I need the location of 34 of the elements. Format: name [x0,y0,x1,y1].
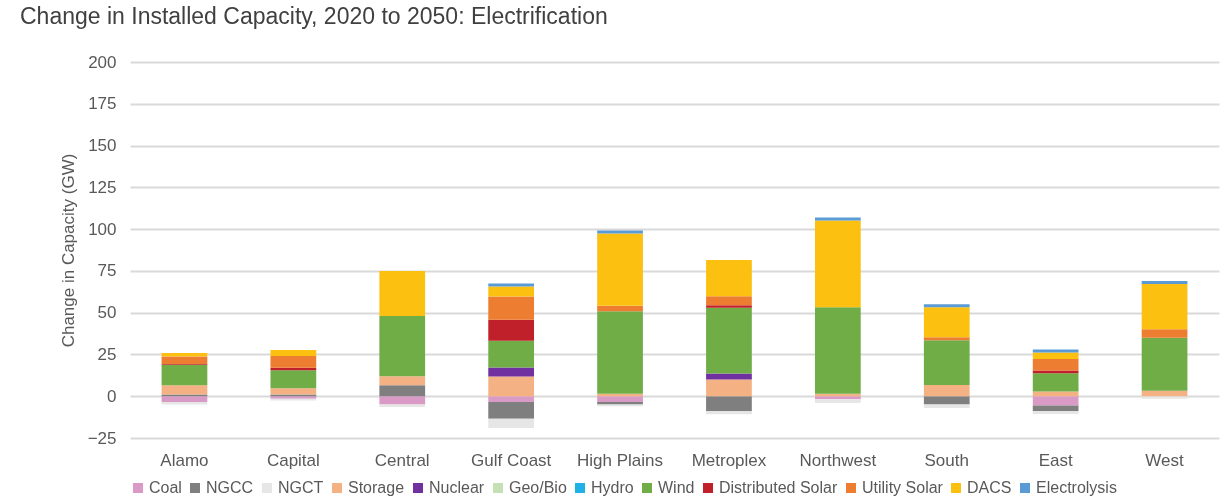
x-tick-label: High Plains [577,450,664,470]
legend-label: NGCT [278,479,324,496]
legend-label: Nuclear [429,479,485,496]
x-tick-label: Alamo [160,450,209,470]
y-axis-title: Change in Capacity (GW) [58,153,78,348]
legend-label: Wind [658,479,695,496]
x-tick-label: Metroplex [691,450,767,470]
y-tick-label: 200 [88,52,117,72]
y-tick-label: 50 [97,303,117,323]
legend-label: Hydro [591,479,634,496]
y-tick-label: 175 [88,94,117,114]
legend-label: Geo/Bio [509,479,567,496]
y-tick-label: 125 [88,177,117,197]
x-tick-label: Capital [266,450,320,470]
legend-label: NGCC [206,479,254,496]
x-tick-label: Central [374,450,430,470]
chart-title: Change in Installed Capacity, 2020 to 2050: Electrification [20,3,608,29]
y-tick-label: 100 [88,219,117,239]
legend-label: Electrolysis [1036,479,1117,496]
y-tick-label: 0 [107,386,117,406]
x-tick-label: West [1145,450,1185,470]
legend-label: Distributed Solar [719,479,838,496]
x-tick-label: Gulf Coast [470,450,552,470]
y-tick-label: 150 [88,136,117,156]
x-tick-label: East [1038,450,1073,470]
y-tick-label: 75 [97,261,117,281]
legend-label: DACS [967,479,1012,496]
legend-label: Utility Solar [862,479,944,496]
legend-label: Coal [149,479,182,496]
y-tick-label: 25 [97,344,117,364]
legend-label: Storage [348,479,405,496]
x-tick-label: South [924,450,969,470]
x-tick-label: Northwest [799,450,877,470]
y-tick-label: −25 [87,428,117,448]
